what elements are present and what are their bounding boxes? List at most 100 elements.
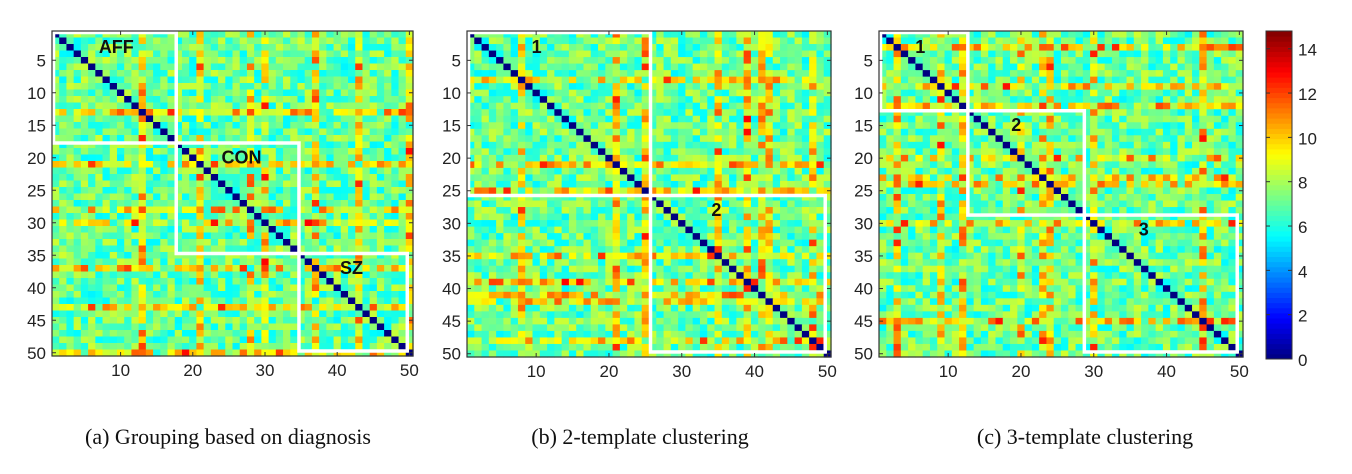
- heatmap-cell: [656, 278, 665, 286]
- heatmap-cell: [181, 271, 190, 279]
- heatmap-cell: [355, 193, 364, 201]
- heatmap-cell: [590, 220, 599, 228]
- heatmap-cell: [517, 213, 526, 221]
- heatmap-cell: [605, 109, 614, 117]
- heatmap-cell: [376, 200, 385, 208]
- heatmap-cell: [116, 37, 125, 45]
- heatmap-cell: [721, 259, 730, 267]
- heatmap-cell: [780, 246, 788, 254]
- heatmap-cell: [102, 102, 111, 110]
- heatmap-cell: [167, 252, 176, 260]
- heatmap-cell: [496, 317, 504, 325]
- heatmap-cell: [398, 135, 407, 143]
- heatmap-cell: [692, 317, 701, 325]
- heatmap-cell: [376, 161, 385, 169]
- heatmap-cell: [218, 128, 226, 136]
- heatmap-cell: [816, 239, 825, 247]
- heatmap-cell: [340, 258, 349, 266]
- heatmap-cell: [319, 180, 327, 188]
- heatmap-cell: [816, 285, 825, 293]
- heatmap-cell: [547, 37, 555, 45]
- heatmap-cell: [369, 330, 378, 338]
- heatmap-cell: [743, 63, 752, 71]
- heatmap-cell: [116, 310, 125, 318]
- heatmap-cell: [685, 233, 694, 241]
- heatmap-cell: [340, 154, 349, 162]
- heatmap-cell: [583, 220, 592, 228]
- heatmap-cell: [598, 37, 606, 45]
- heatmap-cell: [131, 258, 140, 266]
- heatmap-cell: [787, 167, 796, 176]
- heatmap-cell: [547, 50, 555, 58]
- heatmap-cell: [319, 258, 327, 266]
- heatmap-cell: [467, 141, 475, 149]
- heatmap-cell: [261, 148, 270, 156]
- heatmap-cell: [124, 304, 133, 312]
- heatmap-cell: [355, 232, 364, 240]
- heatmap-cell: [405, 336, 414, 344]
- heatmap-cell: [714, 154, 723, 162]
- heatmap-cell: [73, 271, 82, 279]
- heatmap-cell: [275, 291, 284, 299]
- heatmap-cell: [496, 50, 504, 58]
- heatmap-cell: [634, 311, 643, 319]
- heatmap-cell: [729, 148, 737, 156]
- heatmap-cell: [153, 258, 161, 266]
- heatmap-cell: [275, 343, 284, 351]
- heatmap-cell: [517, 330, 526, 339]
- heatmap-cell: [384, 50, 392, 58]
- heatmap-cell: [678, 194, 686, 202]
- heatmap-cell: [275, 219, 284, 227]
- heatmap-cell: [196, 161, 205, 169]
- heatmap-cell: [765, 109, 774, 117]
- heatmap-cell: [268, 245, 277, 253]
- heatmap-cell: [794, 304, 803, 312]
- heatmap-cell: [153, 336, 161, 344]
- heatmap-cell: [225, 141, 234, 149]
- heatmap-cell: [297, 135, 306, 143]
- heatmap-cell: [816, 317, 825, 325]
- x-tick-label: 40: [328, 361, 347, 380]
- heatmap-cell: [707, 194, 716, 202]
- heatmap-cell: [641, 167, 650, 176]
- heatmap-cell: [561, 102, 570, 110]
- heatmap-cell: [326, 96, 335, 104]
- heatmap-cell: [772, 298, 781, 306]
- heatmap-cell: [189, 291, 197, 299]
- heatmap-cell: [203, 180, 212, 188]
- heatmap-cell: [765, 89, 774, 97]
- heatmap-cell: [304, 96, 313, 104]
- heatmap-cell: [503, 330, 512, 339]
- heatmap-cell: [721, 298, 730, 306]
- heatmap-cell: [532, 141, 541, 149]
- heatmap-cell: [619, 50, 628, 58]
- heatmap-cell: [160, 206, 169, 214]
- heatmap-cell: [503, 83, 512, 91]
- heatmap-cell: [488, 180, 497, 189]
- heatmap-cell: [590, 83, 599, 91]
- heatmap-cell: [102, 167, 111, 175]
- heatmap-cell: [326, 148, 335, 156]
- heatmap-cell: [311, 304, 320, 312]
- heatmap-cell: [80, 271, 89, 279]
- heatmap-cell: [736, 115, 745, 123]
- heatmap-cell: [467, 337, 475, 345]
- heatmap-cell: [663, 154, 672, 162]
- heatmap-cell: [736, 83, 745, 91]
- heatmap-cell: [809, 76, 818, 84]
- heatmap-cell: [525, 272, 534, 280]
- heatmap-cell: [246, 50, 255, 58]
- heatmap-cell: [743, 311, 752, 319]
- heatmap-cell: [721, 187, 730, 195]
- heatmap-cell: [297, 63, 306, 71]
- heatmap-cell: [239, 310, 248, 318]
- heatmap-cell: [532, 154, 541, 162]
- heatmap-cell: [532, 213, 541, 221]
- heatmap-cell: [539, 180, 548, 189]
- heatmap-cell: [488, 96, 497, 104]
- heatmap-cell: [391, 291, 400, 299]
- heatmap-cell: [88, 330, 96, 338]
- heatmap-cell: [481, 337, 490, 345]
- heatmap-cell: [124, 128, 133, 136]
- heatmap-cell: [203, 174, 212, 182]
